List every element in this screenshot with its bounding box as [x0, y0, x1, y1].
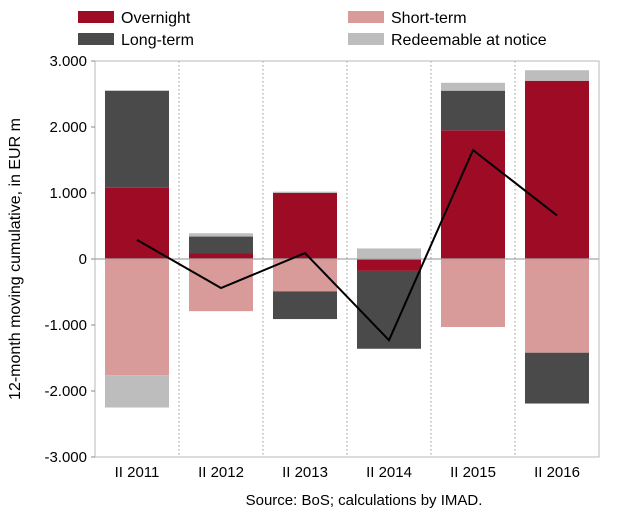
bar-long-term — [525, 352, 589, 404]
y-tick-label: 3.000 — [49, 53, 87, 70]
legend-swatch — [78, 33, 114, 45]
x-tick-label: II 2014 — [366, 464, 412, 481]
plot-area: 3.000 2.000 1.000 0 -1.000 -2.000 -3.000 II 201… — [44, 53, 600, 481]
y-tick-label: -2.000 — [44, 383, 87, 400]
bar-long-term — [441, 90, 505, 131]
legend-swatch — [348, 11, 384, 23]
x-tick-label: II 2016 — [534, 464, 580, 481]
y-tick-label: 2.000 — [49, 119, 87, 136]
bar-long-term — [357, 270, 421, 349]
bar-redeemable-at-notice — [441, 82, 505, 91]
bar-redeemable-at-notice — [189, 233, 253, 237]
bar-redeemable-at-notice — [105, 375, 169, 408]
bar-short-term — [525, 259, 589, 353]
legend: Overnight Short-term Long-term Redeemable a… — [78, 10, 547, 49]
legend-label: Long-term — [121, 32, 194, 49]
line-series — [136, 148, 558, 342]
legend-swatch — [348, 33, 384, 45]
bar-overnight — [273, 193, 337, 259]
bar-long-term — [189, 236, 253, 254]
bar-long-term — [105, 90, 169, 188]
bar-redeemable-at-notice — [273, 191, 337, 193]
source-note: Source: BoS; calculations by IMAD. — [246, 492, 483, 509]
legend-swatch — [78, 11, 114, 23]
y-tick-label: 1.000 — [49, 185, 87, 202]
legend-label: Redeemable at notice — [391, 32, 547, 49]
x-tick-label: II 2012 — [198, 464, 244, 481]
bar-short-term — [189, 259, 253, 312]
bar-overnight — [105, 187, 169, 259]
bar-long-term — [273, 291, 337, 320]
bar-overnight — [189, 253, 253, 259]
y-tick-label: -3.000 — [44, 449, 87, 466]
legend-label: Short-term — [391, 10, 467, 27]
bar-overnight — [525, 80, 589, 259]
y-tick-label: -1.000 — [44, 317, 87, 334]
x-tick-label: II 2011 — [115, 464, 160, 481]
y-tick-label: 0 — [79, 251, 87, 268]
bar-redeemable-at-notice — [357, 248, 421, 259]
bar-redeemable-at-notice — [525, 70, 589, 81]
bar-overnight — [357, 259, 421, 271]
legend-label: Overnight — [121, 10, 191, 27]
bar-short-term — [441, 259, 505, 327]
x-tick-label: II 2013 — [282, 464, 328, 481]
x-tick-label: II 2015 — [450, 464, 496, 481]
bar-short-term — [105, 259, 169, 376]
y-axis-label: 12-month moving cumulative, in EUR m — [7, 118, 24, 400]
